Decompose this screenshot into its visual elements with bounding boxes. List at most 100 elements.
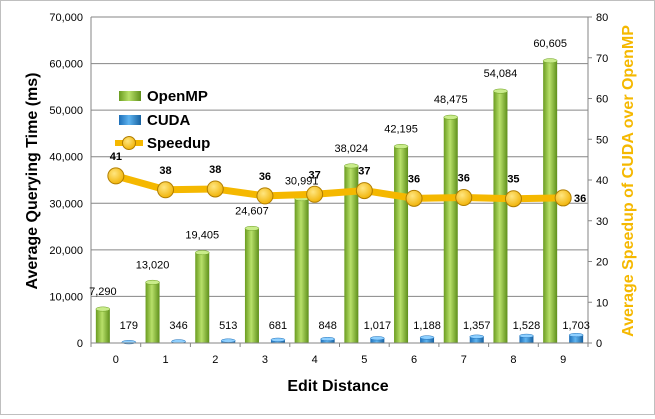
speedup-line	[107, 167, 572, 208]
openmp-bar-cap	[443, 114, 458, 120]
speedup-point	[256, 187, 274, 205]
x-tick-label: 3	[262, 354, 268, 366]
speedup-value-label: 37	[309, 169, 321, 181]
y2-tick-label: 30	[596, 216, 608, 228]
axes: 0 10,000 20,000 30,000 40,000 50,000 60,000 70,…	[49, 12, 608, 366]
y-tick-label: 30,000	[49, 198, 83, 210]
speedup-polyline	[114, 172, 564, 203]
legend-swatch-speedup-marker	[122, 136, 136, 150]
openmp-bar-cap	[493, 88, 508, 94]
speedup-point	[107, 167, 125, 185]
y-tick-label: 0	[77, 338, 83, 350]
cuda-value-label: 179	[120, 320, 138, 332]
x-tick-label: 9	[560, 354, 566, 366]
cuda-value-label: 681	[269, 320, 287, 332]
cuda-value-label: 1,528	[513, 320, 541, 332]
cuda-bar-cap	[568, 333, 584, 338]
y2-tick-label: 0	[596, 338, 602, 350]
openmp-bar	[394, 146, 409, 343]
y2-tick-label: 50	[596, 134, 608, 146]
openmp-bar-cap	[95, 306, 111, 312]
data-labels: 7,290 179 13,020 346 19,405 513 24,607 681 30,99…	[89, 38, 590, 332]
cuda-value-label: 346	[169, 320, 187, 332]
speedup-point	[504, 190, 522, 208]
cuda-bar-cap	[419, 335, 435, 340]
openmp-bar-cap	[195, 250, 210, 256]
openmp-bar	[195, 252, 210, 343]
cuda-bar-cap	[469, 334, 484, 339]
x-tick-label: 1	[162, 354, 168, 366]
speedup-point	[405, 189, 423, 207]
openmp-bar	[294, 198, 309, 343]
y2-axis-title: Average Speedup of CUDA over OpenMP	[620, 25, 637, 337]
speedup-value-label: 36	[458, 173, 470, 185]
y-tick-label: 10,000	[49, 291, 83, 303]
openmp-bar	[443, 117, 458, 344]
cuda-bar-cap	[519, 333, 534, 338]
y2-tick-label: 10	[596, 297, 608, 309]
speedup-value-label: 38	[209, 164, 221, 176]
cuda-bar	[569, 335, 584, 343]
speedup-point	[355, 182, 373, 200]
y2-tick-label: 70	[596, 53, 608, 65]
openmp-bar-cap	[145, 279, 160, 285]
openmp-bar-cap	[393, 144, 409, 149]
speedup-point	[306, 185, 324, 203]
speedup-value-label: 41	[110, 151, 122, 163]
speedup-point	[554, 189, 572, 207]
openmp-value-label: 30,991	[285, 176, 319, 188]
cuda-bar	[469, 336, 484, 343]
speedup-value-label: 36	[259, 171, 271, 183]
openmp-bar-cap	[542, 58, 558, 64]
legend-item-openmp: OpenMP	[119, 88, 208, 105]
openmp-bar	[493, 91, 508, 344]
cuda-value-label: 1,703	[562, 320, 590, 332]
openmp-value-label: 60,605	[533, 38, 567, 50]
y-tick-label: 60,000	[49, 59, 83, 71]
cuda-bar	[420, 337, 435, 343]
speedup-point	[157, 181, 175, 199]
openmp-value-label: 48,475	[434, 94, 468, 106]
x-tick-label: 0	[113, 354, 119, 366]
legend-item-speedup: Speedup	[115, 135, 210, 152]
openmp-value-label: 13,020	[136, 259, 170, 271]
speedup-point	[206, 180, 224, 198]
speedup-value-label: 35	[507, 174, 519, 186]
legend-item-cuda: CUDA	[119, 112, 190, 129]
y-axis-title: Average Querying Time (ms)	[24, 73, 41, 290]
openmp-bar	[145, 282, 160, 343]
y2-tick-label: 80	[596, 12, 608, 24]
cuda-bar-cap	[320, 337, 335, 342]
cuda-value-label: 848	[318, 320, 336, 332]
legend: OpenMP CUDA Speedup	[115, 88, 210, 152]
openmp-bar	[543, 60, 558, 344]
openmp-value-label: 42,195	[384, 123, 418, 135]
legend-label-cuda: CUDA	[147, 112, 190, 129]
openmp-bar-cap	[344, 163, 359, 169]
y-tick-label: 50,000	[49, 105, 83, 117]
x-axis-title: Edit Distance	[287, 378, 388, 395]
cuda-bar	[370, 338, 385, 343]
speedup-point	[455, 189, 473, 207]
x-tick-label: 7	[461, 354, 467, 366]
cuda-bar-cap	[370, 336, 385, 341]
openmp-value-label: 7,290	[89, 286, 117, 298]
y2-tick-label: 20	[596, 257, 608, 269]
y-tick-label: 40,000	[49, 152, 83, 164]
cuda-value-label: 1,188	[413, 320, 441, 332]
speedup-value-label: 36	[408, 173, 420, 185]
openmp-value-label: 19,405	[185, 230, 219, 242]
bars	[95, 58, 584, 345]
cuda-bar-cap	[270, 337, 286, 342]
cuda-value-label: 513	[219, 320, 237, 332]
legend-label-openmp: OpenMP	[147, 88, 208, 105]
cuda-value-label: 1,357	[463, 320, 491, 332]
legend-label-speedup: Speedup	[147, 135, 210, 152]
speedup-value-label: 37	[358, 166, 370, 178]
y-tick-label: 20,000	[49, 245, 83, 257]
y2-tick-label: 60	[596, 94, 608, 106]
x-tick-label: 5	[361, 354, 367, 366]
openmp-bar	[95, 309, 110, 343]
